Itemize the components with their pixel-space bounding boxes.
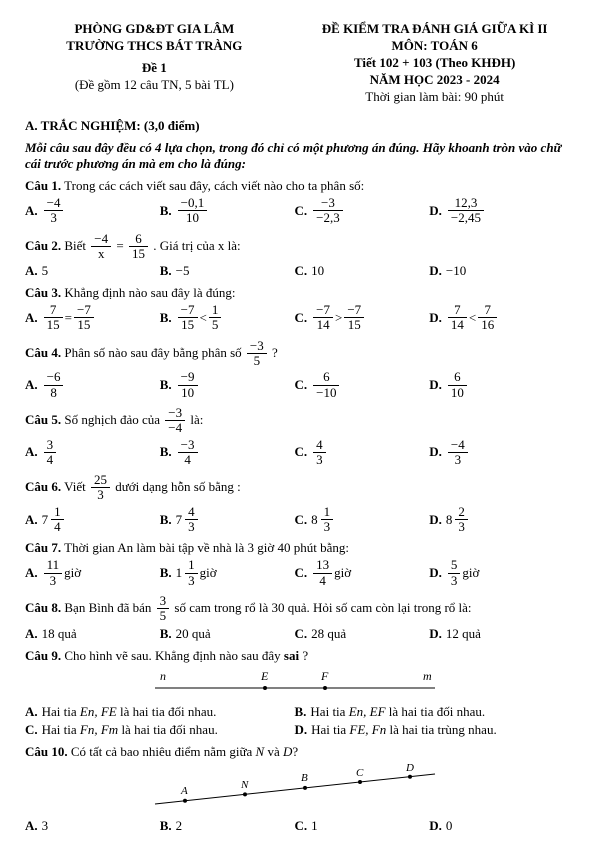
q7-B: B.113 giờ [160,558,295,588]
q5-C: C.43 [295,438,430,468]
question-5: Câu 5. Số nghịch đảo của −3−4 là: [25,406,564,436]
q4-answers: A.−68 B.−910 C.6−10 D.610 [25,370,564,400]
q8-B: B.20 quả [160,626,295,642]
q6-B: B.743 [160,505,295,535]
q2-D: D.−10 [429,263,564,279]
q10-D: D.0 [429,818,564,834]
svg-text:B: B [301,772,308,784]
q5-D: D.−43 [429,438,564,468]
q2-B: B.−5 [160,263,295,279]
q1-text: Trong các cách viết sau đây, cách viết n… [64,178,364,193]
q5-answers: A.34 B.−34 C.43 D.−43 [25,438,564,468]
q3-A: A. 715 = −715 [25,303,160,333]
svg-text:N: N [240,779,249,791]
line-figure-q10: A N B C D [135,764,455,814]
subject-line: MÔN: TOÁN 6 [305,38,564,54]
q9-D: D.Hai tia FE, Fn là hai tia trùng nhau. [295,722,565,738]
line-figure-q9: n E F m [145,668,445,698]
dept-line: PHÒNG GD&ĐT GIA LÂM [25,21,284,37]
q8-A: A.18 quả [25,626,160,642]
q1-A: A. −43 [25,196,160,226]
q1-B: B. −0,110 [160,196,295,226]
q8-answers: A.18 quả B.20 quả C.28 quả D.12 quả [25,626,564,642]
instruction-text: Mỗi câu sau đây đều có 4 lựa chọn, trong… [25,140,564,172]
q2-A: A.5 [25,263,160,279]
q2-text-before: Biết [64,237,89,252]
question-8: Câu 8. Bạn Bình đã bán 35 số cam trong r… [25,594,564,624]
svg-text:E: E [260,669,269,683]
question-9: Câu 9. Cho hình vẽ sau. Khẳng định nào s… [25,648,564,664]
question-3: Câu 3. Khẳng định nào sau đây là đúng: [25,285,564,301]
q9-C: C.Hai tia Fn, Fm là hai tia đối nhau. [25,722,295,738]
svg-text:n: n [160,669,166,683]
q2-label: Câu 2. [25,237,61,252]
svg-text:D: D [405,764,414,774]
q6-C: C.813 [295,505,430,535]
q7-A: A.113 giờ [25,558,160,588]
question-6: Câu 6. Viết 253 dưới dạng hỗn số bằng : [25,473,564,503]
periods-line: Tiết 102 + 103 (Theo KHĐH) [305,55,564,71]
school-line: TRƯỜNG THCS BÁT TRÀNG [25,38,284,54]
question-10: Câu 10. Có tất cả bao nhiêu điểm nằm giữ… [25,744,564,760]
de-structure: (Đề gồm 12 câu TN, 5 bài TL) [25,77,284,93]
q2-C: C.10 [295,263,430,279]
q3-B: B. −715 < 15 [160,303,295,333]
q9-A: A.Hai tia En, FE là hai tia đối nhau. [25,704,295,720]
svg-text:m: m [423,669,432,683]
q4-A: A.−68 [25,370,160,400]
q10-A: A.3 [25,818,160,834]
q1-D: D. 12,3−2,45 [429,196,564,226]
q7-answers: A.113 giờ B.113 giờ C.134 giờ D.53 giờ [25,558,564,588]
q1-answers: A. −43 B. −0,110 C. −3−2,3 D. 12,3−2,45 [25,196,564,226]
q10-B: B.2 [160,818,295,834]
svg-text:F: F [320,669,329,683]
q1-label: Câu 1. [25,178,61,193]
header-left: PHÒNG GD&ĐT GIA LÂM TRƯỜNG THCS BÁT TRÀN… [25,20,284,106]
svg-text:C: C [356,767,364,779]
q5-A: A.34 [25,438,160,468]
question-4: Câu 4. Phân số nào sau đây bằng phân số … [25,339,564,369]
q4-D: D.610 [429,370,564,400]
q2-eq-left: −4x [91,232,111,262]
q10-C: C.1 [295,818,430,834]
q1-C: C. −3−2,3 [295,196,430,226]
q7-D: D.53 giờ [429,558,564,588]
q8-C: C.28 quả [295,626,430,642]
q6-D: D.823 [429,505,564,535]
q4-B: B.−910 [160,370,295,400]
q7-C: C.134 giờ [295,558,430,588]
q5-B: B.−34 [160,438,295,468]
question-2: Câu 2. Biết −4x = 615 . Giá trị của x là… [25,232,564,262]
q3-D: D. 714 < 716 [429,303,564,333]
q2-answers: A.5 B.−5 C.10 D.−10 [25,263,564,279]
de-number: Đề 1 [25,60,284,76]
svg-text:A: A [180,785,188,797]
duration-line: Thời gian làm bài: 90 phút [305,89,564,105]
q6-A: A.714 [25,505,160,535]
question-7: Câu 7. Thời gian An làm bài tập về nhà l… [25,540,564,556]
exam-header: PHÒNG GD&ĐT GIA LÂM TRƯỜNG THCS BÁT TRÀN… [25,20,564,106]
q9-B: B.Hai tia En, EF là hai tia đối nhau. [295,704,565,720]
year-line: NĂM HỌC 2023 - 2024 [305,72,564,88]
q2-text-after: . Giá trị của x là: [153,237,240,252]
header-right: ĐỀ KIỂM TRA ĐÁNH GIÁ GIỮA KÌ II MÔN: TOÁ… [305,20,564,106]
q9-answers: A.Hai tia En, FE là hai tia đối nhau. B.… [25,702,564,738]
question-1: Câu 1. Trong các cách viết sau đây, cách… [25,178,564,194]
q2-eq-right: 615 [129,232,148,262]
q10-answers: A.3 B.2 C.1 D.0 [25,818,564,834]
q6-answers: A.714 B.743 C.813 D.823 [25,505,564,535]
section-a-title: A. TRẮC NGHIỆM: (3,0 điểm) [25,118,564,134]
q8-D: D.12 quả [429,626,564,642]
q3-C: C. −714 > −715 [295,303,430,333]
q3-answers: A. 715 = −715 B. −715 < 15 C. −714 > −71… [25,303,564,333]
exam-title: ĐỀ KIỂM TRA ĐÁNH GIÁ GIỮA KÌ II [305,21,564,37]
q4-C: C.6−10 [295,370,430,400]
